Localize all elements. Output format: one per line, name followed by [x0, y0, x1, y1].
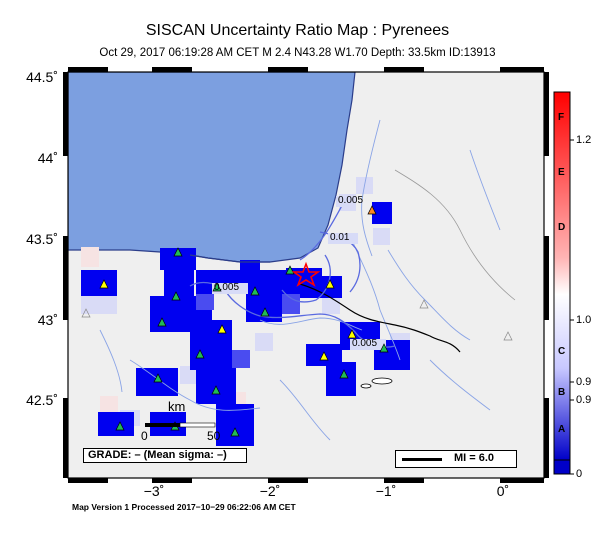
border-line: [299, 283, 461, 353]
region-line: [394, 169, 516, 301]
mid-cells: [196, 294, 300, 368]
contour-label: 0.005: [338, 195, 364, 206]
x-tick-label: −2˚: [259, 483, 281, 499]
x-tick-label: 0˚: [496, 483, 510, 499]
y-tick-label: 44.5˚: [26, 69, 58, 85]
x-tick-label: −3˚: [143, 483, 165, 499]
colorbar-grade: E: [558, 167, 565, 178]
y-tick-label: 43˚: [37, 312, 58, 328]
epicenter-star: [291, 261, 321, 287]
contour-label: 0.01: [330, 232, 350, 243]
scale-bar: [145, 422, 216, 428]
mi-line: [402, 458, 442, 461]
y-tick-label: 44˚: [37, 150, 58, 166]
stations: [81, 205, 513, 437]
mi-legend: MI = 6.0: [395, 450, 517, 468]
y-tick-label: 43.5˚: [26, 231, 58, 247]
grade-box: GRADE: – (Mean sigma: –): [83, 448, 247, 463]
scale-value: 50: [207, 429, 221, 443]
x-tick-label: −1˚: [375, 483, 397, 499]
colorbar-grade: A: [558, 424, 566, 435]
colorbar-grade: C: [558, 346, 566, 357]
footer-text: Map Version 1 Processed 2017−10−29 06:22…: [72, 502, 296, 512]
colorbar-tick-label: 1.0: [576, 314, 592, 326]
ocean: [68, 72, 356, 263]
water-bodies: [360, 377, 393, 389]
contour-label: 0.005: [214, 282, 240, 293]
colorbar-floor: [553, 459, 571, 475]
colorbar-grade: D: [558, 222, 566, 233]
colorbar-gradient: [553, 91, 571, 461]
event-info: Oct 29, 2017 06:19:28 AM CET M 2.4 N43.2…: [99, 47, 496, 59]
y-tick-label: 42.5˚: [26, 392, 58, 408]
contour-label: 0.005: [352, 338, 378, 349]
uncertainty-cells: [81, 202, 410, 446]
colorbar-tick-label: 0: [576, 468, 583, 480]
mi-label: MI = 6.0: [454, 452, 495, 464]
colorbar-tick-label: 0.9: [576, 394, 592, 406]
frame-ticks: [63, 67, 549, 483]
scale-value: 0: [141, 429, 148, 443]
colorbar-grade: B: [558, 387, 566, 398]
colorbar-tick-label: 0.9: [576, 376, 592, 388]
scale-unit: km: [168, 399, 186, 414]
colorbar-tick-label: 1.2: [576, 134, 592, 146]
colorbar-grade: F: [558, 112, 565, 123]
map-title: SISCAN Uncertainty Ratio Map : Pyrenees: [145, 22, 450, 39]
rivers: [99, 119, 501, 441]
